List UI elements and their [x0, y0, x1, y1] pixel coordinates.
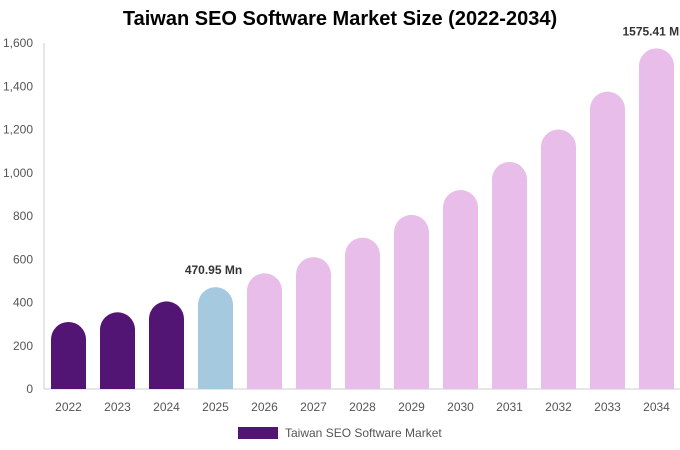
y-tick-label: 1,000	[3, 166, 33, 180]
data-label-2025: 470.95 Mn	[185, 263, 242, 277]
y-tick-label: 400	[13, 296, 33, 310]
x-tick-label: 2026	[251, 400, 278, 414]
x-tick-label: 2027	[300, 400, 327, 414]
x-tick-label: 2024	[153, 400, 180, 414]
x-tick-label: 2023	[104, 400, 131, 414]
x-tick-label: 2034	[643, 400, 670, 414]
bar-2023[interactable]	[100, 312, 135, 389]
bar-2029[interactable]	[394, 214, 429, 389]
bar-2022[interactable]	[51, 321, 86, 389]
legend-swatch	[238, 427, 278, 439]
bar-2024[interactable]	[149, 301, 184, 389]
bar-2031[interactable]	[492, 161, 527, 389]
y-tick-label: 1,400	[3, 79, 33, 93]
y-tick-label: 1,200	[3, 123, 33, 137]
bar-2030[interactable]	[443, 190, 478, 389]
bar-2028[interactable]	[345, 237, 380, 389]
x-tick-label: 2032	[545, 400, 572, 414]
data-labels: 470.95 Mn 1575.41 Mn	[185, 24, 680, 277]
y-tick-label: 800	[13, 209, 33, 223]
y-tick-label: 0	[26, 382, 33, 396]
y-tick-label: 600	[13, 252, 33, 266]
bar-2032[interactable]	[541, 129, 576, 390]
chart-title: Taiwan SEO Software Market Size (2022-20…	[122, 8, 558, 30]
bar-2026[interactable]	[247, 273, 282, 389]
bar-2027[interactable]	[296, 257, 331, 389]
axes: 0 200 400 600 800 1,000 1,200 1,400 1,600 2022 202…	[3, 36, 680, 414]
bar-2025[interactable]	[198, 287, 233, 389]
x-tick-label: 2030	[447, 400, 474, 414]
y-tick-label: 1,600	[3, 36, 33, 50]
bar-2033[interactable]	[590, 91, 625, 389]
legend[interactable]: Taiwan SEO Software Market	[238, 425, 442, 441]
x-tick-label: 2029	[398, 400, 425, 414]
x-tick-label: 2025	[202, 400, 229, 414]
x-tick-label: 2028	[349, 400, 376, 414]
x-tick-label: 2033	[594, 400, 621, 414]
legend-label: Taiwan SEO Software Market	[285, 426, 442, 440]
x-tick-label: 2031	[496, 400, 523, 414]
bars	[51, 48, 674, 389]
y-tick-label: 200	[13, 339, 33, 353]
data-label-2034: 1575.41 Mn	[622, 24, 680, 38]
x-tick-label: 2022	[55, 400, 82, 414]
bar-2034[interactable]	[639, 48, 674, 389]
